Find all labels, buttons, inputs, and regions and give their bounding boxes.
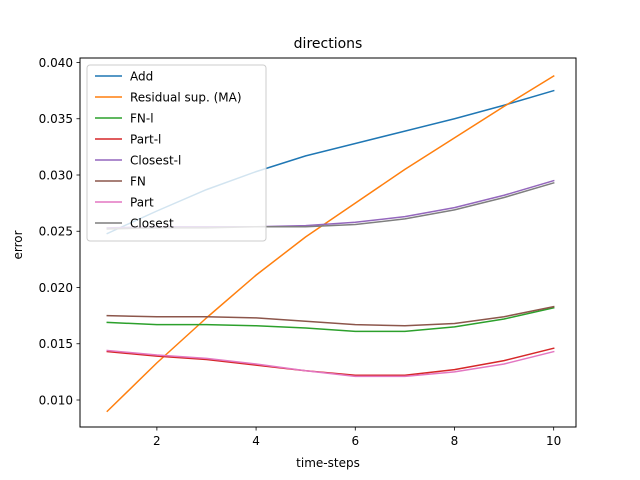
x-tick-label: 6 — [351, 434, 359, 448]
y-tick-label: 0.020 — [39, 281, 73, 295]
legend: Add Residual sup. (MA) FN-l Part-l Closest-l… — [86, 64, 267, 242]
legend-label-2: FN-l — [130, 112, 154, 126]
legend-label-0: Add — [130, 70, 153, 84]
legend-label-7: Closest — [130, 217, 174, 231]
chart-title: directions — [294, 36, 363, 52]
x-tick-label: 10 — [546, 434, 561, 448]
legend-label-3: Part-l — [130, 133, 161, 147]
plot-frame — [79, 57, 577, 428]
series-line-6 — [106, 349, 555, 378]
y-tick-label: 0.040 — [39, 56, 73, 70]
y-tick-label: 0.025 — [39, 225, 73, 239]
series-line-5 — [106, 305, 555, 327]
legend-label-4: Closest-l — [130, 154, 181, 168]
y-tick-label: 0.010 — [39, 393, 73, 407]
legend-label-5: FN — [130, 175, 146, 189]
x-tick-label: 8 — [451, 434, 459, 448]
y-axis-label: error — [11, 230, 25, 259]
x-axis-label: time-steps — [296, 456, 360, 470]
legend-box — [86, 64, 267, 242]
x-axis: 2 4 6 8 10 — [153, 427, 561, 448]
y-tick-label: 0.015 — [39, 337, 73, 351]
series-line-1 — [106, 74, 555, 413]
series-line-2 — [106, 306, 555, 333]
x-tick-label: 4 — [252, 434, 260, 448]
y-tick-label: 0.035 — [39, 112, 73, 126]
series-line-3 — [106, 347, 555, 376]
legend-label-6: Part — [130, 196, 154, 210]
x-tick-label: 2 — [153, 434, 161, 448]
y-axis: 0.010 0.015 0.020 0.025 0.030 0.035 0.040 — [39, 56, 80, 407]
legend-label-1: Residual sup. (MA) — [130, 91, 242, 105]
y-tick-label: 0.030 — [39, 168, 73, 182]
